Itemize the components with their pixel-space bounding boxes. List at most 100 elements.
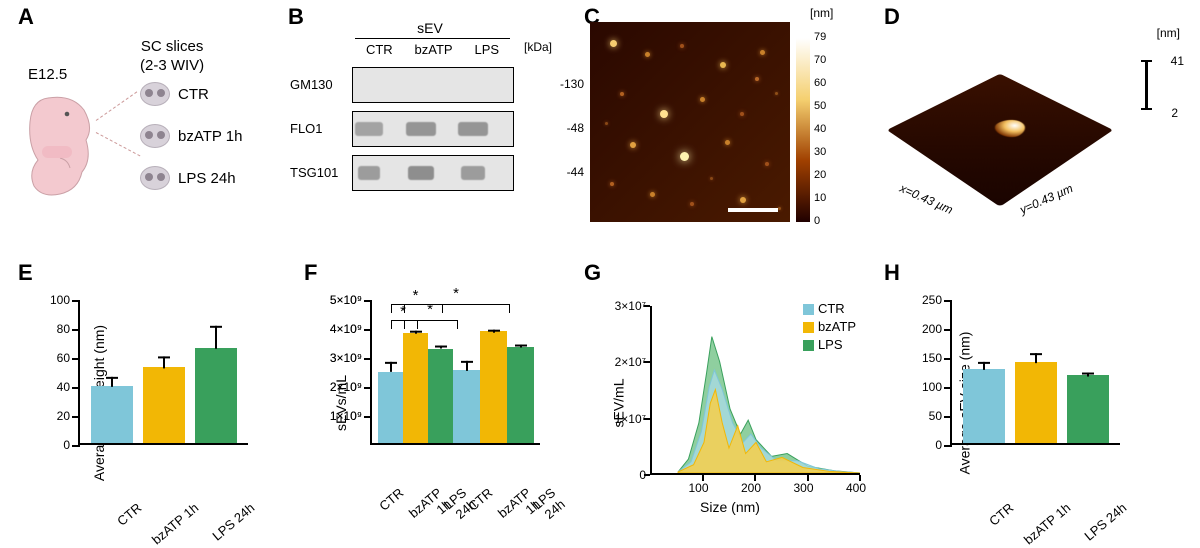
x-tick-label: bzATP 1h — [1020, 500, 1073, 548]
error-bar — [440, 345, 442, 348]
y-tick-label: 3×10⁷ — [596, 299, 646, 313]
x-tick-label: 200 — [741, 481, 761, 495]
y-tick-label: 100 — [922, 380, 942, 394]
x-tick-label: bzATP 1h — [148, 500, 201, 548]
x-tick-label: LPS 24h — [205, 500, 258, 548]
legend-item: bzATP — [803, 318, 856, 336]
x-tick-label: CTR — [91, 500, 144, 548]
bar — [143, 367, 185, 443]
y-tick-label: 2×10⁷ — [596, 355, 646, 369]
vesicle-spot — [660, 110, 668, 118]
afm-2d-image — [590, 22, 790, 222]
vesicle-spot — [775, 92, 778, 95]
x-tick-label: LPS 24h — [529, 485, 567, 524]
slices-header: SC slices (2-3 WIV) — [140, 38, 204, 76]
panel-f-chart: sEVs/mL 1×10⁹2×10⁹3×10⁹4×10⁹5×10⁹**1×10⁹… — [310, 290, 550, 515]
vesicle-spot — [605, 122, 608, 125]
y-tick — [72, 358, 80, 360]
kda-label: -44 — [567, 165, 584, 179]
y-tick — [944, 387, 952, 389]
x-tick-label: 100 — [689, 481, 709, 495]
error-bar — [163, 356, 165, 368]
y-tick — [72, 416, 80, 418]
error-bar — [390, 362, 392, 372]
vesicle-spot — [645, 52, 650, 57]
panel-label-e: E — [18, 260, 33, 286]
significance-star: * — [453, 285, 459, 302]
dashed-line — [96, 91, 138, 120]
band — [355, 122, 383, 136]
band — [406, 122, 436, 136]
bar — [453, 370, 480, 443]
y-tick-label: 0 — [596, 468, 646, 482]
significance-bracket — [391, 304, 443, 313]
blot-strip — [352, 155, 514, 191]
y-tick — [72, 329, 80, 331]
colorbar — [796, 38, 810, 222]
significance-bracket — [391, 320, 418, 329]
error-bar — [1035, 353, 1037, 363]
x-labels: CTRbzATP 1hLPS 24h — [78, 470, 248, 515]
legend-swatch — [803, 304, 814, 315]
lane-label: bzATP — [415, 42, 453, 57]
vesicle-spot — [720, 62, 726, 68]
condition-label: CTR — [178, 86, 209, 103]
vesicle-spot — [690, 202, 694, 206]
y-tick — [944, 416, 952, 418]
lane-label: LPS — [474, 42, 499, 57]
slice-icon — [140, 82, 170, 106]
band — [461, 166, 485, 180]
y-tick — [944, 358, 952, 360]
colorbar-tick: 10 — [814, 193, 826, 204]
vesicle-spot — [710, 177, 713, 180]
y-tick — [72, 445, 80, 447]
band — [358, 166, 380, 180]
vesicle-spot — [610, 40, 617, 47]
panel-label-a: A — [18, 4, 34, 30]
legend-swatch — [803, 322, 814, 333]
vesicle-spot — [765, 162, 769, 166]
vesicle-spot — [700, 97, 705, 102]
error-bar — [466, 361, 468, 371]
y-tick — [72, 387, 80, 389]
kda-label: -48 — [567, 121, 584, 135]
error-bar — [1087, 373, 1089, 376]
legend-label: LPS — [818, 336, 843, 354]
y-tick-label: 50 — [929, 409, 942, 423]
error-bar — [415, 331, 417, 333]
panel-d-unit: [nm] — [1157, 26, 1180, 40]
lane-headers: CTRbzATPLPS — [355, 42, 510, 57]
panel-g-chart: sEV/mL CTRbzATPLPS Size (nm) 10020030040… — [590, 290, 870, 515]
y-tick-label: 40 — [57, 380, 70, 394]
embryo-stage-label: E12.5 — [28, 66, 67, 83]
error-bar — [983, 361, 985, 369]
x-axis-label: Size (nm) — [590, 499, 870, 515]
blot-strip — [352, 67, 514, 103]
legend-label: CTR — [818, 300, 845, 318]
x-tick-label: LPS 24h — [1077, 500, 1130, 548]
y-tick-label: 250 — [922, 293, 942, 307]
dashed-line — [96, 132, 141, 156]
y-tick — [944, 300, 952, 302]
y-tick-label: 200 — [922, 322, 942, 336]
scale-bar — [728, 208, 778, 212]
band — [408, 166, 434, 180]
y-tick-label: 100 — [50, 293, 70, 307]
vesicle-spot — [740, 112, 744, 116]
colorbar-tick: 20 — [814, 170, 826, 181]
slice-row: CTR — [140, 82, 209, 106]
panel-label-f: F — [304, 260, 317, 286]
bar — [507, 347, 534, 443]
blot-strip — [352, 111, 514, 147]
panel-d: [nm] 41 2 x=0.43 µm y=0.43 µm — [890, 20, 1190, 230]
embryo-icon — [20, 90, 100, 200]
bar — [480, 331, 507, 443]
colorbar-tick: 70 — [814, 55, 826, 66]
vesicle-spot — [680, 44, 684, 48]
colorbar-tick: 30 — [814, 147, 826, 158]
bars — [952, 300, 1120, 443]
y-tick-label: 0 — [935, 438, 942, 452]
bar — [403, 333, 428, 443]
y-tick-label: 20 — [57, 409, 70, 423]
panel-e-chart: Average sEV height (nm) 020406080100 CTR… — [18, 290, 258, 515]
